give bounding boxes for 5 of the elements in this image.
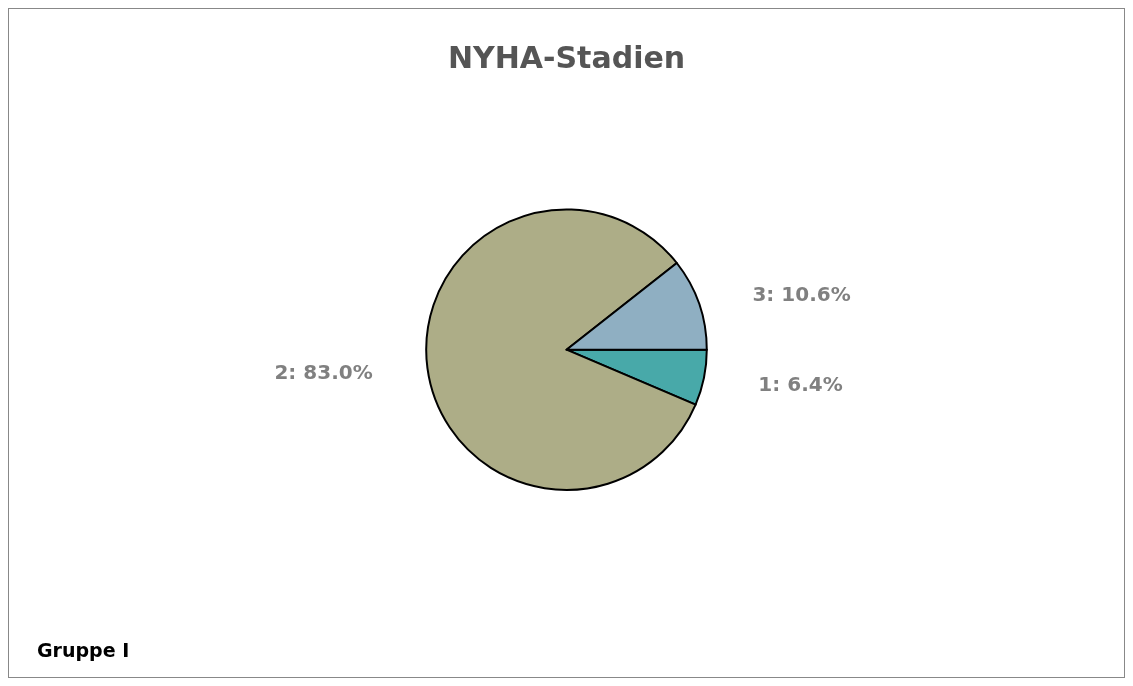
slice-label: 3: 10.6%	[752, 282, 851, 307]
slice-label: 1: 6.4%	[758, 371, 843, 396]
chart-title: NYHA-Stadien	[447, 39, 686, 75]
text: Gruppe I	[37, 638, 130, 661]
slice-label: 2: 83.0%	[274, 360, 373, 385]
